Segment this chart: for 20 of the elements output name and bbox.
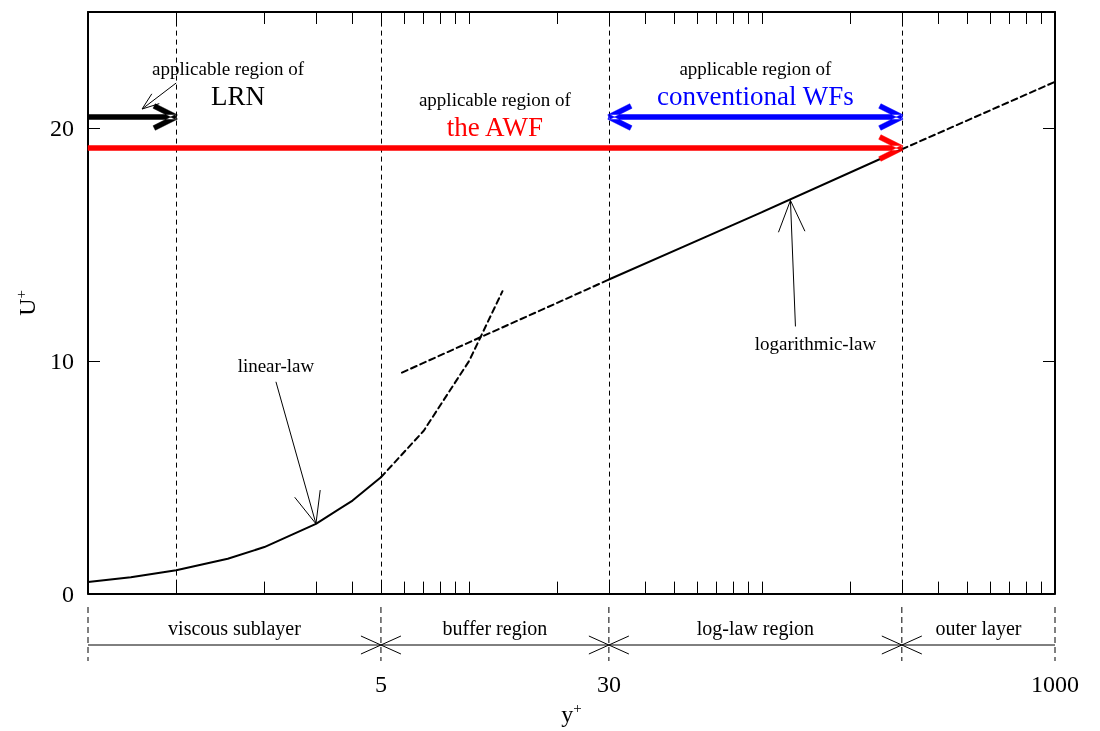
annotation: linear-law: [237, 354, 315, 376]
annotation: conventional WFs: [656, 81, 854, 111]
annotation: logarithmic-law: [754, 333, 877, 355]
annotation: applicable region of: [418, 89, 572, 110]
y-axis-title: U+: [13, 289, 41, 316]
y-tick-label: 0: [62, 580, 74, 607]
x-tick-label: 5: [374, 670, 387, 697]
x-tick-label: 30: [596, 670, 621, 697]
y-tick-label: 10: [50, 347, 74, 374]
annotation: applicable region of: [679, 58, 832, 79]
x-axis-title: y+: [561, 700, 582, 727]
annotation: LRN: [211, 81, 265, 111]
text: outer layer: [935, 617, 1022, 640]
text: buffer region: [442, 617, 548, 640]
text: log-law region: [696, 617, 814, 640]
text: viscous sublayer: [168, 617, 302, 640]
y-tick-label: 20: [50, 115, 74, 142]
annotation: applicable region of: [152, 58, 305, 79]
x-tick-label: 1000: [1031, 670, 1079, 697]
annotation: the AWF: [446, 112, 543, 142]
